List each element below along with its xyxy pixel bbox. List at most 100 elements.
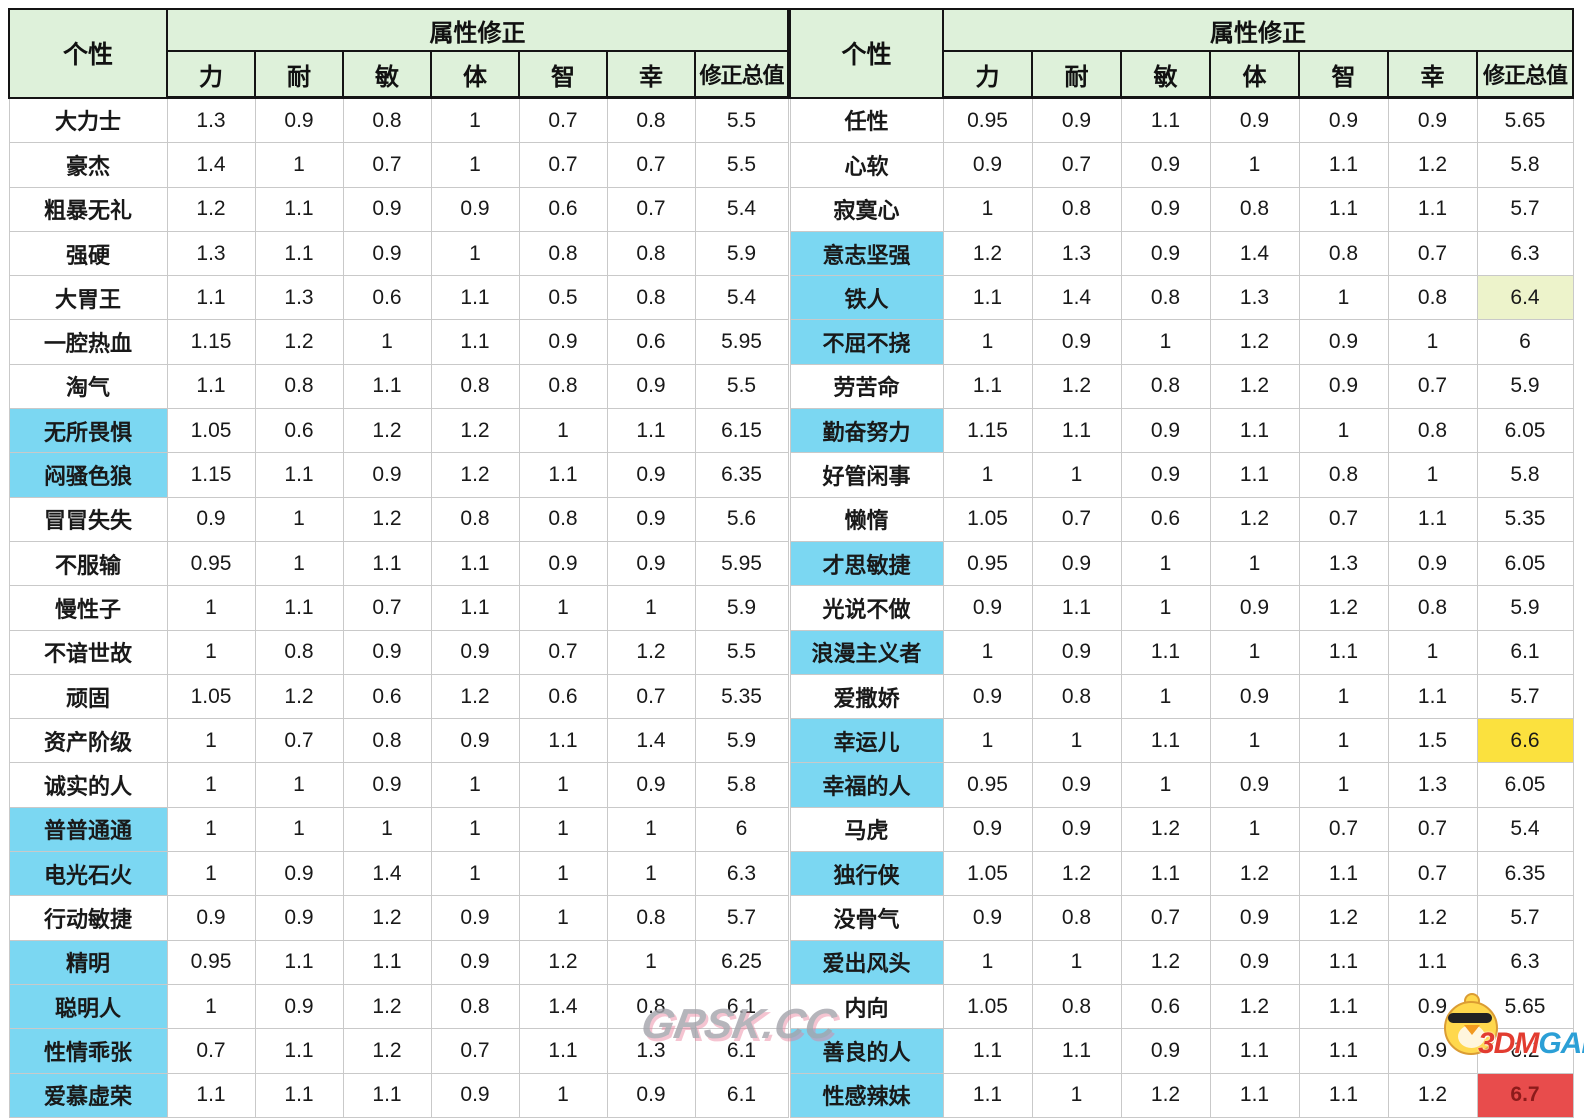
- value-cell: 0.6: [518, 673, 608, 720]
- value-cell: 0.9: [1031, 96, 1122, 144]
- value-cell: 0.6: [1120, 496, 1211, 542]
- value-cell: 1: [1387, 319, 1478, 365]
- total-cell: 6.25: [694, 939, 789, 985]
- value-cell: 0.9: [1387, 96, 1478, 144]
- value-cell: 0.7: [518, 96, 608, 144]
- value-cell: 1.1: [342, 1072, 432, 1118]
- personality-cell: 浪漫主义者: [789, 629, 944, 675]
- value-cell: 1.1: [942, 1072, 1033, 1118]
- value-cell: 0.7: [1387, 806, 1478, 853]
- chick-mascot-icon: [1438, 985, 1502, 1055]
- total-cell: 5.8: [1476, 452, 1574, 498]
- value-cell: 0.7: [518, 142, 608, 188]
- value-cell: 1.2: [1209, 983, 1300, 1030]
- table-row: 不屈不挠 1 0.9 1 1.2 0.9 1 6: [789, 319, 1574, 365]
- value-cell: 0.9: [430, 895, 520, 941]
- personality-cell: 淘气: [8, 363, 168, 410]
- value-cell: 1.1: [518, 452, 608, 498]
- value-cell: 0.9: [1120, 230, 1211, 277]
- table-row: 诚实的人 1 1 0.9 1 1 0.9 5.8: [8, 762, 789, 808]
- value-cell: 1: [1298, 275, 1389, 321]
- value-cell: 0.8: [1209, 186, 1300, 232]
- value-cell: 0.8: [254, 363, 344, 410]
- value-cell: 0.9: [1120, 142, 1211, 188]
- personality-cell: 没骨气: [789, 895, 944, 941]
- table-row: 幸运儿 1 1 1.1 1 1 1.5 6.6: [789, 718, 1574, 764]
- value-cell: 1: [606, 585, 696, 631]
- total-cell: 5.35: [694, 673, 789, 720]
- value-cell: 1.1: [518, 1028, 608, 1074]
- value-cell: 0.9: [606, 540, 696, 587]
- value-cell: 0.6: [342, 673, 432, 720]
- value-cell: 0.8: [1298, 452, 1389, 498]
- value-cell: 0.7: [1298, 806, 1389, 853]
- value-cell: 0.9: [1298, 363, 1389, 410]
- value-cell: 0.9: [430, 629, 520, 675]
- value-cell: 0.8: [254, 629, 344, 675]
- total-cell: 5.95: [694, 319, 789, 365]
- total-cell: 5.9: [694, 718, 789, 764]
- value-cell: 1: [942, 629, 1033, 675]
- value-cell: 1.2: [1387, 1072, 1478, 1118]
- table-row: 不谙世故 1 0.8 0.9 0.9 0.7 1.2 5.5: [8, 629, 789, 675]
- value-cell: 1.2: [1120, 939, 1211, 985]
- table-row: 粗暴无礼 1.2 1.1 0.9 0.9 0.6 0.7 5.4: [8, 186, 789, 232]
- value-cell: 1.2: [342, 895, 432, 941]
- value-cell: 1: [430, 142, 520, 188]
- total-cell: 5.8: [694, 762, 789, 808]
- table-row: 铁人 1.1 1.4 0.8 1.3 1 0.8 6.4: [789, 275, 1574, 321]
- value-cell: 1: [518, 585, 608, 631]
- value-cell: 0.95: [166, 540, 256, 587]
- value-cell: 1.1: [1387, 673, 1478, 720]
- total-cell: 5.7: [1476, 895, 1574, 941]
- value-cell: 1.2: [1120, 1072, 1211, 1118]
- personality-cell: 劳苦命: [789, 363, 944, 410]
- table-row: 精明 0.95 1.1 1.1 0.9 1.2 1 6.25: [8, 939, 789, 985]
- value-cell: 0.9: [606, 452, 696, 498]
- table-row: 心软 0.9 0.7 0.9 1 1.1 1.2 5.8: [789, 142, 1574, 188]
- value-cell: 0.9: [342, 452, 432, 498]
- value-cell: 1.3: [1031, 230, 1122, 277]
- value-cell: 0.9: [1209, 585, 1300, 631]
- table-row: 顽固 1.05 1.2 0.6 1.2 0.6 0.7 5.35: [8, 673, 789, 720]
- value-cell: 1.2: [1031, 363, 1122, 410]
- value-cell: 0.7: [518, 629, 608, 675]
- value-cell: 1: [166, 718, 256, 764]
- value-cell: 0.9: [1209, 895, 1300, 941]
- value-cell: 1: [1209, 540, 1300, 587]
- value-cell: 1: [1120, 319, 1211, 365]
- value-cell: 1.1: [1298, 629, 1389, 675]
- value-cell: 1.3: [166, 230, 256, 277]
- personality-cell: 寂寞心: [789, 186, 944, 232]
- value-cell: 0.9: [518, 319, 608, 365]
- value-cell: 0.9: [1120, 1028, 1211, 1074]
- value-cell: 0.9: [254, 983, 344, 1030]
- value-cell: 1: [166, 762, 256, 808]
- value-cell: 0.7: [430, 1028, 520, 1074]
- table-row: 聪明人 1 0.9 1.2 0.8 1.4 0.8 6.1: [8, 983, 789, 1030]
- value-cell: 0.8: [1031, 673, 1122, 720]
- value-cell: 1.4: [518, 983, 608, 1030]
- value-cell: 1.1: [254, 939, 344, 985]
- value-cell: 1.2: [1209, 496, 1300, 542]
- value-cell: 1: [430, 851, 520, 897]
- value-cell: 0.9: [342, 186, 432, 232]
- value-cell: 1.1: [942, 275, 1033, 321]
- value-cell: 0.9: [1120, 186, 1211, 232]
- value-cell: 1.2: [942, 230, 1033, 277]
- value-cell: 1.1: [430, 275, 520, 321]
- value-cell: 1.15: [166, 319, 256, 365]
- table-row: 爱出风头 1 1 1.2 0.9 1.1 1.1 6.3: [789, 939, 1574, 985]
- attribute-column-header: 敏: [1120, 50, 1211, 99]
- value-cell: 0.8: [1031, 186, 1122, 232]
- value-cell: 1.2: [1120, 806, 1211, 853]
- value-cell: 1: [1209, 718, 1300, 764]
- attribute-column-header: 幸: [1387, 50, 1478, 99]
- table-row: 意志坚强 1.2 1.3 0.9 1.4 0.8 0.7 6.3: [789, 230, 1574, 277]
- value-cell: 1: [342, 806, 432, 853]
- value-cell: 1: [1298, 762, 1389, 808]
- value-cell: 1.1: [254, 585, 344, 631]
- table-row: 幸福的人 0.95 0.9 1 0.9 1 1.3 6.05: [789, 762, 1574, 808]
- value-cell: 0.9: [942, 585, 1033, 631]
- personality-cell: 独行侠: [789, 851, 944, 897]
